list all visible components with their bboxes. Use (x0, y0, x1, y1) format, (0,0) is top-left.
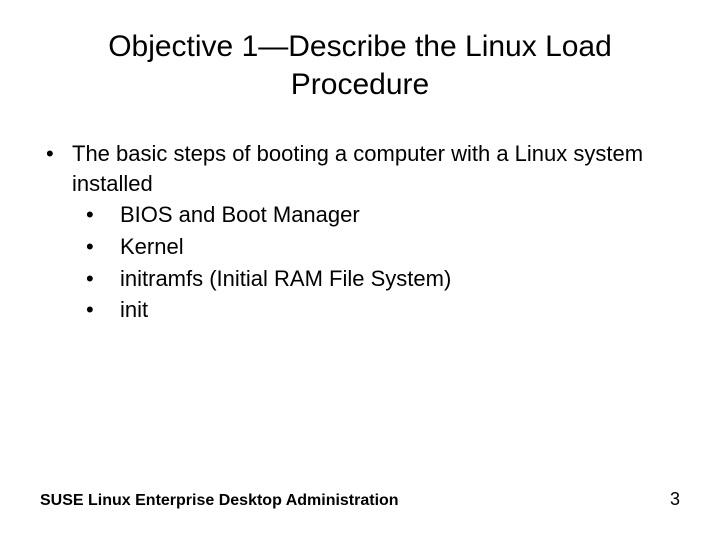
bullet-level2: • Kernel (40, 232, 680, 262)
bullet-marker: • (80, 295, 120, 325)
slide-footer: SUSE Linux Enterprise Desktop Administra… (40, 489, 680, 510)
bullet-level2: • BIOS and Boot Manager (40, 200, 680, 230)
footer-title: SUSE Linux Enterprise Desktop Administra… (40, 492, 399, 510)
slide-title: Objective 1—Describe the Linux Load Proc… (40, 28, 680, 103)
bullet-text: Kernel (120, 232, 680, 262)
bullet-level2: • initramfs (Initial RAM File System) (40, 264, 680, 294)
bullet-level2: • init (40, 295, 680, 325)
bullet-marker: • (80, 232, 120, 262)
bullet-text: initramfs (Initial RAM File System) (120, 264, 680, 294)
bullet-marker: • (40, 139, 72, 198)
bullet-text: The basic steps of booting a computer wi… (72, 139, 680, 198)
bullet-marker: • (80, 200, 120, 230)
slide-content: • The basic steps of booting a computer … (40, 139, 680, 325)
bullet-level1: • The basic steps of booting a computer … (40, 139, 680, 198)
bullet-text: init (120, 295, 680, 325)
slide: Objective 1—Describe the Linux Load Proc… (0, 0, 720, 540)
bullet-text: BIOS and Boot Manager (120, 200, 680, 230)
bullet-marker: • (80, 264, 120, 294)
page-number: 3 (670, 489, 680, 510)
